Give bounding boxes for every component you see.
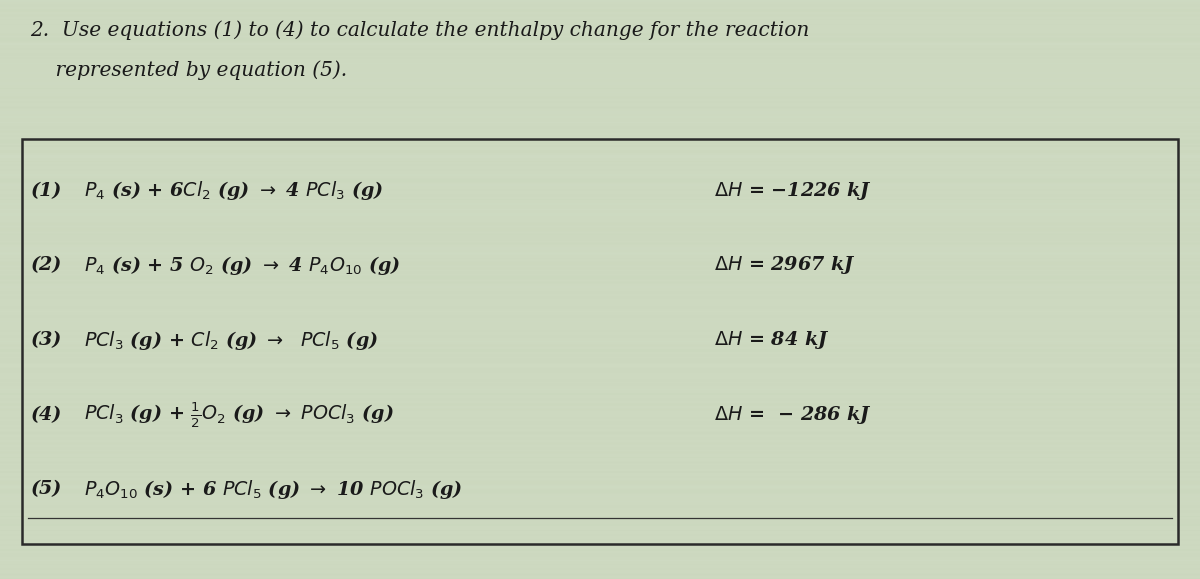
Text: $\Delta H$ =  − 286 kJ: $\Delta H$ = − 286 kJ [714, 404, 872, 426]
Text: $P_4O_{10}$ (s) + 6 $PCl_5$ (g) $\rightarrow$ 10 $POCl_3$ (g): $P_4O_{10}$ (s) + 6 $PCl_5$ (g) $\righta… [84, 478, 463, 501]
Text: represented by equation (5).: represented by equation (5). [30, 61, 347, 80]
Text: $\Delta H$ = 2967 kJ: $\Delta H$ = 2967 kJ [714, 255, 856, 276]
Text: (5): (5) [31, 481, 62, 499]
Text: (1): (1) [31, 182, 62, 200]
Text: $\Delta H$ = −1226 kJ: $\Delta H$ = −1226 kJ [714, 180, 872, 201]
Text: (2): (2) [31, 256, 62, 274]
Text: (3): (3) [31, 331, 62, 349]
Text: $\Delta H$ = 84 kJ: $\Delta H$ = 84 kJ [714, 329, 829, 351]
Bar [22, 139, 1178, 544]
Text: $PCl_3$ (g) + $Cl_2$ (g) $\rightarrow$  $PCl_5$ (g): $PCl_3$ (g) + $Cl_2$ (g) $\rightarrow$ $… [84, 329, 378, 351]
Text: 2.  Use equations (1) to (4) to calculate the enthalpy change for the reaction: 2. Use equations (1) to (4) to calculate… [30, 20, 809, 40]
Text: $P_4$ (s) + 5 $O_2$ (g) $\rightarrow$ 4 $P_4O_{10}$ (g): $P_4$ (s) + 5 $O_2$ (g) $\rightarrow$ 4 … [84, 254, 401, 277]
Text: $P_4$ (s) + 6$Cl_2$ (g) $\rightarrow$ 4 $PCl_3$ (g): $P_4$ (s) + 6$Cl_2$ (g) $\rightarrow$ 4 … [84, 179, 384, 202]
Text: $PCl_3$ (g) + $\frac{1}{2}O_2$ (g) $\rightarrow$ $POCl_3$ (g): $PCl_3$ (g) + $\frac{1}{2}O_2$ (g) $\rig… [84, 400, 394, 430]
Text: (4): (4) [31, 406, 62, 424]
